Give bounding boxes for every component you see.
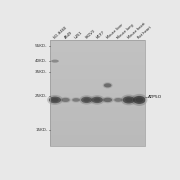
- Text: 25KD-: 25KD-: [35, 94, 48, 98]
- Text: ATP5O: ATP5O: [148, 95, 162, 99]
- Ellipse shape: [102, 97, 114, 103]
- Ellipse shape: [123, 96, 135, 104]
- Ellipse shape: [131, 94, 147, 106]
- Ellipse shape: [104, 83, 111, 87]
- Text: A549: A549: [64, 30, 73, 40]
- Text: 40KD-: 40KD-: [35, 59, 48, 63]
- Ellipse shape: [49, 97, 61, 103]
- Ellipse shape: [94, 98, 101, 102]
- Ellipse shape: [103, 82, 113, 89]
- Ellipse shape: [133, 96, 146, 104]
- Ellipse shape: [51, 98, 59, 102]
- Ellipse shape: [91, 97, 103, 103]
- Text: SKOV3: SKOV3: [85, 29, 96, 40]
- Ellipse shape: [121, 94, 137, 105]
- Text: MCF7: MCF7: [95, 30, 105, 40]
- Bar: [50, 40, 145, 146]
- Ellipse shape: [113, 97, 123, 103]
- Ellipse shape: [103, 98, 112, 102]
- Text: 55KD-: 55KD-: [35, 44, 48, 48]
- Text: 15KD-: 15KD-: [35, 128, 48, 132]
- Text: NCI-H460: NCI-H460: [53, 25, 68, 40]
- Ellipse shape: [125, 98, 132, 102]
- Ellipse shape: [114, 98, 122, 102]
- Ellipse shape: [90, 95, 105, 105]
- Text: U251: U251: [74, 30, 84, 40]
- Ellipse shape: [71, 97, 81, 103]
- Ellipse shape: [72, 98, 80, 102]
- Ellipse shape: [81, 97, 92, 103]
- Ellipse shape: [47, 95, 63, 105]
- Text: 35KD-: 35KD-: [35, 70, 48, 74]
- Ellipse shape: [79, 95, 94, 105]
- Text: Mouse lung: Mouse lung: [116, 23, 134, 40]
- Ellipse shape: [51, 60, 59, 63]
- Ellipse shape: [61, 98, 70, 102]
- Ellipse shape: [136, 98, 143, 102]
- Ellipse shape: [83, 98, 90, 102]
- Text: Mouse liver: Mouse liver: [106, 23, 124, 40]
- Ellipse shape: [60, 97, 71, 103]
- Text: Mouse heart: Mouse heart: [127, 21, 146, 40]
- Text: Rat heart: Rat heart: [137, 25, 153, 40]
